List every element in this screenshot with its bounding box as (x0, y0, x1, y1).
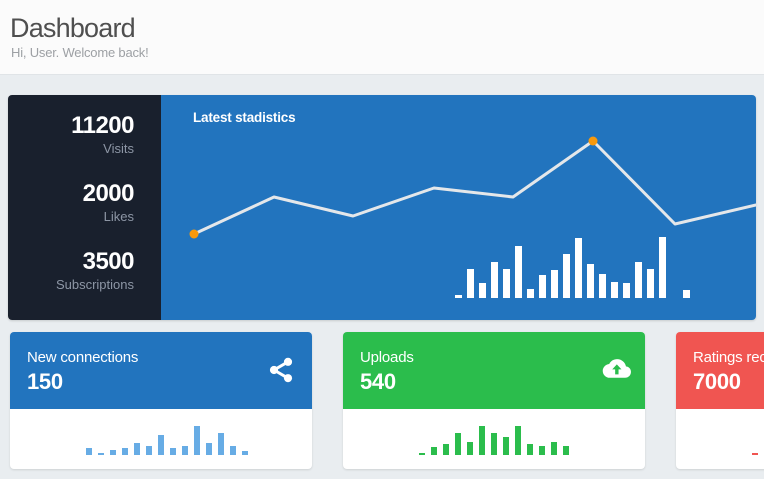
latest-statistics-line-chart (189, 136, 756, 239)
card-new-connections-header: New connections 150 (10, 332, 312, 409)
bar (599, 274, 606, 298)
card-uploads-bars (419, 426, 569, 455)
bar (683, 290, 690, 298)
bar (419, 453, 425, 455)
statistics-chart-title: Latest stadistics (193, 110, 296, 125)
share-icon (267, 356, 297, 384)
card-ratings-received-header: Ratings received 7000 (676, 332, 764, 409)
stat-subscriptions-label: Subscriptions (55, 277, 134, 292)
trend-point-marker (189, 229, 199, 239)
bar (611, 282, 618, 298)
bar (647, 269, 654, 298)
stat-likes-label: Likes (103, 209, 134, 224)
bar (527, 444, 533, 455)
card-uploads-header: Uploads 540 (343, 332, 645, 409)
bar (587, 264, 594, 298)
main-panel-bars (455, 237, 690, 298)
stat-likes: 2000 Likes (82, 179, 135, 226)
bar (206, 443, 212, 455)
stats-sidebar: 11200 Visits 2000 Likes 3500 Subscriptio… (8, 95, 161, 320)
bar (431, 447, 437, 455)
bar (467, 269, 474, 298)
bar (503, 437, 509, 455)
stat-subscriptions: 3500 Subscriptions (55, 247, 135, 294)
main-stats-panel: 11200 Visits 2000 Likes 3500 Subscriptio… (8, 95, 756, 320)
card-uploads-title: Uploads (360, 349, 414, 366)
bar (527, 289, 534, 298)
bar (659, 237, 666, 298)
bar (455, 295, 462, 298)
bar (515, 426, 521, 455)
stat-likes-value: 2000 (82, 180, 135, 207)
bar (479, 283, 486, 298)
bar (134, 443, 140, 455)
bar (122, 448, 128, 455)
stat-visits-label: Visits (103, 141, 134, 156)
cloud-upload-icon (600, 356, 631, 384)
card-ratings-received: Ratings received 7000 (676, 332, 764, 469)
bar (98, 453, 104, 455)
card-ratings-received-body (676, 409, 764, 469)
statistics-chart-panel: Latest stadistics (161, 95, 756, 320)
bar (752, 453, 758, 455)
bar (86, 448, 92, 455)
bar (623, 283, 630, 298)
bar (563, 254, 570, 298)
stat-subscriptions-value: 3500 (82, 248, 135, 275)
bar (467, 442, 473, 455)
page-subtitle: Hi, User. Welcome back! (11, 45, 149, 60)
card-new-connections-body (10, 409, 312, 469)
stat-visits-value: 11200 (71, 112, 134, 139)
card-new-connections-value: 150 (27, 369, 63, 394)
card-new-connections-title: New connections (27, 349, 139, 366)
bar (551, 270, 558, 298)
bar (158, 435, 164, 455)
card-ratings-received-bars (752, 453, 758, 455)
card-uploads-value: 540 (360, 369, 396, 394)
bar (491, 433, 497, 455)
card-new-connections-bars (86, 426, 248, 455)
bar (170, 448, 176, 455)
bar (575, 238, 582, 298)
card-uploads-body (343, 409, 645, 469)
bar (551, 442, 557, 455)
page-header: Dashboard Hi, User. Welcome back! (0, 0, 764, 75)
bar (242, 451, 248, 455)
bar (539, 446, 545, 455)
bar (563, 446, 569, 455)
bar (635, 262, 642, 298)
bar (515, 246, 522, 298)
card-uploads: Uploads 540 (343, 332, 645, 469)
bar (194, 426, 200, 455)
bar (218, 433, 224, 455)
card-ratings-received-title: Ratings received (693, 349, 764, 366)
bar (443, 444, 449, 455)
trend-point-marker (588, 136, 598, 146)
bar (491, 262, 498, 298)
bar (455, 433, 461, 455)
card-ratings-received-value: 7000 (693, 369, 741, 394)
card-new-connections: New connections 150 (10, 332, 312, 469)
bar (230, 446, 236, 455)
bar (479, 426, 485, 455)
trend-line (192, 139, 756, 236)
bar (503, 269, 510, 298)
bar (182, 446, 188, 455)
stat-visits: 11200 Visits (71, 111, 134, 158)
bar (539, 275, 546, 298)
page-title: Dashboard (10, 13, 136, 43)
bar (110, 450, 116, 455)
bar (146, 446, 152, 455)
